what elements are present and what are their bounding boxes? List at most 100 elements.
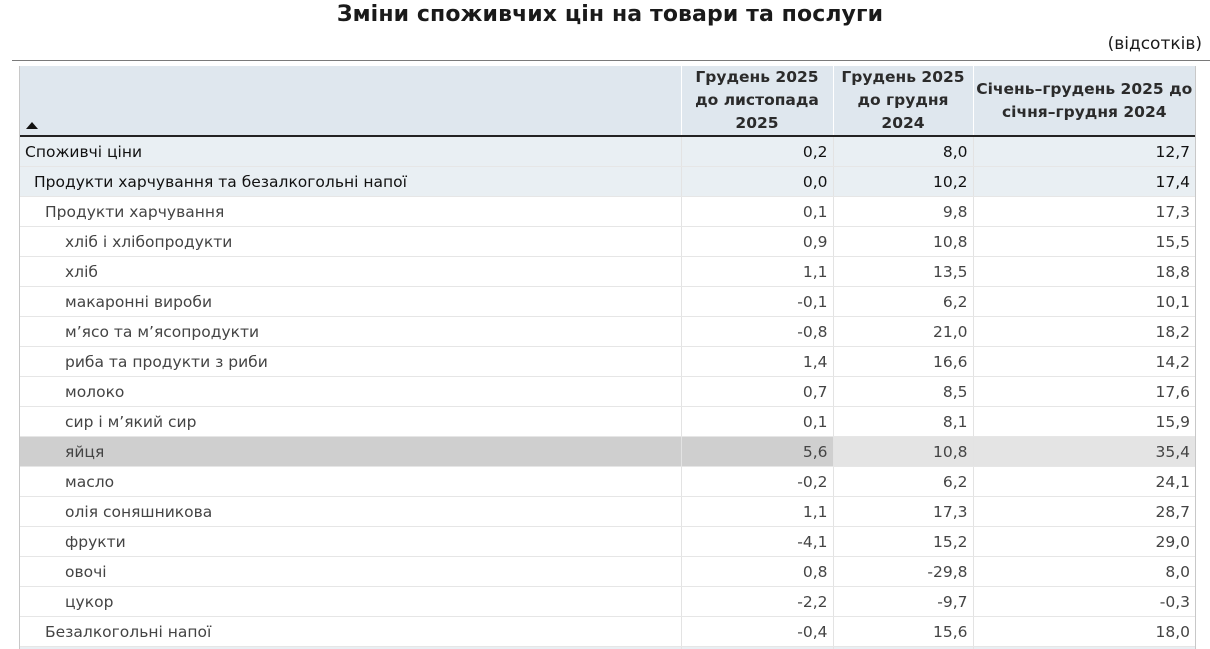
column-header-dec-vs-nov[interactable]: Грудень 2025 до листопада 2025: [680, 66, 833, 137]
table-row[interactable]: Споживчі ціни 0,2 8,0 12,7: [20, 136, 1195, 167]
value-cell: 17,4: [972, 166, 1195, 197]
table-row[interactable]: м’ясо та м’ясопродукти -0,8 21,0 18,2: [20, 316, 1195, 347]
value-cell: 17,6: [972, 376, 1195, 407]
value-cell: 15,5: [972, 226, 1195, 257]
table-row[interactable]: риба та продукти з риби 1,4 16,6 14,2: [20, 346, 1195, 377]
table-row[interactable]: цукор -2,2 -9,7 -0,3: [20, 586, 1195, 617]
page-title: Зміни споживчих цін на товари та послуги: [336, 2, 884, 27]
row-label: м’ясо та м’ясопродукти: [20, 316, 681, 347]
value-cell: 6,2: [832, 466, 973, 497]
table-row[interactable]: хліб і хлібопродукти 0,9 10,8 15,5: [20, 226, 1195, 257]
row-label: олія соняшникова: [20, 496, 681, 527]
table-row[interactable]: хліб 1,1 13,5 18,8: [20, 256, 1195, 287]
value-cell: 13,5: [832, 256, 973, 287]
row-label: хліб: [20, 256, 681, 287]
value-cell: 18,8: [972, 256, 1195, 287]
value-cell: 0,0: [680, 166, 833, 197]
value-cell: 10,8: [832, 226, 973, 257]
value-cell: -0,3: [972, 586, 1195, 617]
value-cell: 28,7: [972, 496, 1195, 527]
row-label: сир і м’який сир: [20, 406, 681, 437]
value-cell: 5,6: [680, 436, 833, 467]
value-cell: [972, 646, 1195, 649]
row-label: [20, 646, 681, 649]
value-cell: 17,3: [972, 196, 1195, 227]
value-cell: -0,1: [680, 286, 833, 317]
value-cell: 10,8: [832, 436, 973, 467]
table-row[interactable]: фрукти -4,1 15,2 29,0: [20, 526, 1195, 557]
value-cell: -9,7: [832, 586, 973, 617]
value-cell: 35,4: [972, 436, 1195, 467]
value-cell: 15,2: [832, 526, 973, 557]
value-cell: 8,0: [832, 136, 973, 167]
table-header-row: Грудень 2025 до листопада 2025 Грудень 2…: [20, 66, 1195, 137]
value-cell: -0,2: [680, 466, 833, 497]
table-row[interactable]: молоко 0,7 8,5 17,6: [20, 376, 1195, 407]
table-row[interactable]: [20, 646, 1195, 649]
value-cell: 1,1: [680, 496, 833, 527]
table-row[interactable]: Безалкогольні напої -0,4 15,6 18,0: [20, 616, 1195, 647]
row-label: хліб і хлібопродукти: [20, 226, 681, 257]
value-cell: 0,7: [680, 376, 833, 407]
value-cell: -0,8: [680, 316, 833, 347]
column-header-year-vs-year[interactable]: Січень–грудень 2025 до січня–грудня 2024: [972, 66, 1195, 137]
value-cell: 9,8: [832, 196, 973, 227]
table-row[interactable]: сир і м’який сир 0,1 8,1 15,9: [20, 406, 1195, 437]
price-changes-table: Грудень 2025 до листопада 2025 Грудень 2…: [19, 66, 1196, 649]
value-cell: 18,2: [972, 316, 1195, 347]
title-divider: [12, 60, 1210, 61]
value-cell: 17,3: [832, 496, 973, 527]
table-row[interactable]: овочі 0,8 -29,8 8,0: [20, 556, 1195, 587]
value-cell: 8,0: [972, 556, 1195, 587]
row-label: яйця: [20, 436, 681, 467]
value-cell: 0,1: [680, 196, 833, 227]
value-cell: -0,4: [680, 616, 833, 647]
value-cell: 21,0: [832, 316, 973, 347]
header-sort-cell[interactable]: [20, 66, 681, 137]
value-cell: 1,1: [680, 256, 833, 287]
value-cell: 0,9: [680, 226, 833, 257]
value-cell: -29,8: [832, 556, 973, 587]
table-row[interactable]: олія соняшникова 1,1 17,3 28,7: [20, 496, 1195, 527]
value-cell: 16,6: [832, 346, 973, 377]
value-cell: 8,5: [832, 376, 973, 407]
value-cell: 0,2: [680, 136, 833, 167]
table-row[interactable]: Продукти харчування 0,1 9,8 17,3: [20, 196, 1195, 227]
row-label: Продукти харчування та безалкогольні нап…: [20, 166, 681, 197]
unit-label: (відсотків): [1107, 34, 1202, 54]
row-label: молоко: [20, 376, 681, 407]
value-cell: [680, 646, 833, 649]
row-label: фрукти: [20, 526, 681, 557]
value-cell: 14,2: [972, 346, 1195, 377]
row-label: риба та продукти з риби: [20, 346, 681, 377]
value-cell: 24,1: [972, 466, 1195, 497]
value-cell: 15,6: [832, 616, 973, 647]
value-cell: [832, 646, 973, 649]
table-row[interactable]: яйця 5,6 10,8 35,4: [20, 436, 1195, 467]
value-cell: 18,0: [972, 616, 1195, 647]
table-row[interactable]: макаронні вироби -0,1 6,2 10,1: [20, 286, 1195, 317]
table-row[interactable]: Продукти харчування та безалкогольні нап…: [20, 166, 1195, 197]
value-cell: 10,2: [832, 166, 973, 197]
value-cell: -2,2: [680, 586, 833, 617]
row-label: овочі: [20, 556, 681, 587]
row-label: Споживчі ціни: [20, 136, 681, 167]
row-label: Продукти харчування: [20, 196, 681, 227]
table-row[interactable]: масло -0,2 6,2 24,1: [20, 466, 1195, 497]
column-header-dec-vs-dec[interactable]: Грудень 2025 до грудня 2024: [832, 66, 973, 137]
value-cell: 29,0: [972, 526, 1195, 557]
value-cell: 10,1: [972, 286, 1195, 317]
value-cell: 0,1: [680, 406, 833, 437]
value-cell: 1,4: [680, 346, 833, 377]
sort-ascending-icon[interactable]: [26, 122, 38, 129]
value-cell: 6,2: [832, 286, 973, 317]
value-cell: 0,8: [680, 556, 833, 587]
row-label: Безалкогольні напої: [20, 616, 681, 647]
row-label: цукор: [20, 586, 681, 617]
row-label: масло: [20, 466, 681, 497]
value-cell: -4,1: [680, 526, 833, 557]
value-cell: 8,1: [832, 406, 973, 437]
row-label: макаронні вироби: [20, 286, 681, 317]
value-cell: 15,9: [972, 406, 1195, 437]
value-cell: 12,7: [972, 136, 1195, 167]
